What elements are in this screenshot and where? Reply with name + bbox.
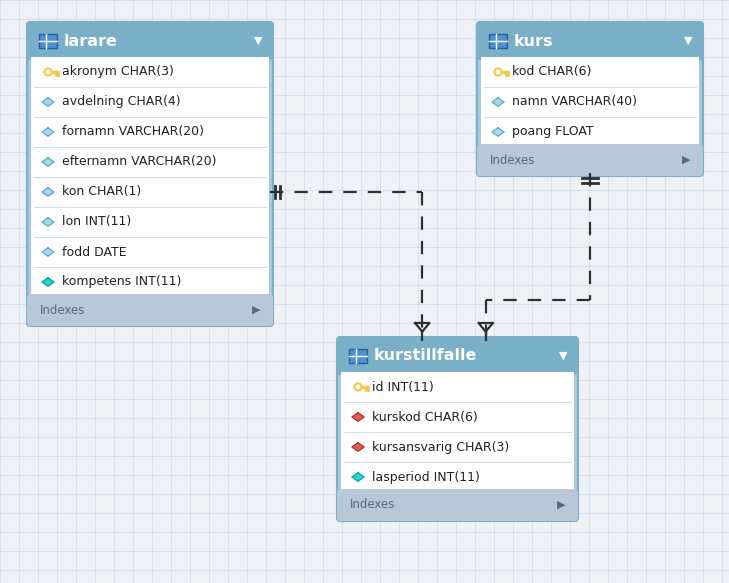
Polygon shape bbox=[352, 413, 364, 421]
Text: namn VARCHAR(40): namn VARCHAR(40) bbox=[512, 96, 637, 108]
Text: ▶: ▶ bbox=[557, 500, 565, 510]
Polygon shape bbox=[352, 473, 364, 481]
Polygon shape bbox=[352, 443, 364, 451]
Bar bbox=[480, 49, 700, 57]
FancyBboxPatch shape bbox=[337, 337, 578, 521]
Bar bbox=[481, 147, 699, 169]
Bar bbox=[341, 372, 574, 492]
Bar bbox=[31, 57, 269, 297]
Bar bbox=[340, 364, 575, 372]
FancyBboxPatch shape bbox=[477, 22, 703, 176]
Circle shape bbox=[354, 383, 362, 391]
Text: kod CHAR(6): kod CHAR(6) bbox=[512, 65, 591, 79]
Text: avdelning CHAR(4): avdelning CHAR(4) bbox=[62, 96, 181, 108]
Polygon shape bbox=[42, 158, 54, 166]
Text: fornamn VARCHAR(20): fornamn VARCHAR(20) bbox=[62, 125, 204, 139]
Polygon shape bbox=[42, 218, 54, 226]
Text: Indexes: Indexes bbox=[490, 153, 535, 167]
FancyBboxPatch shape bbox=[27, 22, 273, 60]
Text: poang FLOAT: poang FLOAT bbox=[512, 125, 593, 139]
FancyBboxPatch shape bbox=[337, 337, 578, 375]
Text: kompetens INT(11): kompetens INT(11) bbox=[62, 276, 182, 289]
Text: lon INT(11): lon INT(11) bbox=[62, 216, 131, 229]
Bar bbox=[30, 49, 270, 57]
FancyBboxPatch shape bbox=[27, 294, 273, 326]
Circle shape bbox=[44, 68, 52, 76]
FancyBboxPatch shape bbox=[477, 22, 703, 60]
Circle shape bbox=[356, 385, 360, 389]
FancyBboxPatch shape bbox=[477, 144, 703, 176]
Circle shape bbox=[496, 70, 500, 74]
Polygon shape bbox=[42, 248, 54, 256]
Text: kurskod CHAR(6): kurskod CHAR(6) bbox=[372, 410, 477, 423]
Text: fodd DATE: fodd DATE bbox=[62, 245, 127, 258]
FancyBboxPatch shape bbox=[27, 22, 273, 326]
Text: id INT(11): id INT(11) bbox=[372, 381, 434, 394]
FancyBboxPatch shape bbox=[337, 489, 578, 521]
Text: Indexes: Indexes bbox=[350, 498, 395, 511]
Text: kurs: kurs bbox=[514, 33, 553, 48]
Text: efternamn VARCHAR(20): efternamn VARCHAR(20) bbox=[62, 156, 217, 168]
Polygon shape bbox=[42, 128, 54, 136]
Circle shape bbox=[46, 70, 50, 74]
Bar bbox=[31, 297, 269, 319]
FancyBboxPatch shape bbox=[489, 34, 507, 48]
FancyBboxPatch shape bbox=[39, 34, 57, 48]
Text: ▼: ▼ bbox=[684, 36, 693, 46]
Polygon shape bbox=[42, 278, 54, 286]
Polygon shape bbox=[492, 128, 504, 136]
Text: ▶: ▶ bbox=[682, 155, 690, 165]
Bar bbox=[31, 297, 269, 310]
Circle shape bbox=[494, 68, 502, 76]
Polygon shape bbox=[492, 98, 504, 106]
Text: ▶: ▶ bbox=[252, 305, 260, 315]
Bar bbox=[481, 57, 699, 147]
Text: lasperiod INT(11): lasperiod INT(11) bbox=[372, 470, 480, 483]
Text: kursansvarig CHAR(3): kursansvarig CHAR(3) bbox=[372, 441, 510, 454]
Text: Indexes: Indexes bbox=[40, 304, 85, 317]
Text: kurstillfalle: kurstillfalle bbox=[374, 349, 477, 363]
Text: ▼: ▼ bbox=[254, 36, 262, 46]
Text: ▼: ▼ bbox=[558, 351, 567, 361]
Bar bbox=[341, 492, 574, 514]
Text: akronym CHAR(3): akronym CHAR(3) bbox=[62, 65, 174, 79]
Bar bbox=[341, 492, 574, 505]
Bar bbox=[481, 147, 699, 160]
Text: kon CHAR(1): kon CHAR(1) bbox=[62, 185, 141, 198]
Polygon shape bbox=[42, 98, 54, 106]
Text: larare: larare bbox=[64, 33, 118, 48]
Polygon shape bbox=[42, 188, 54, 196]
FancyBboxPatch shape bbox=[349, 349, 367, 363]
